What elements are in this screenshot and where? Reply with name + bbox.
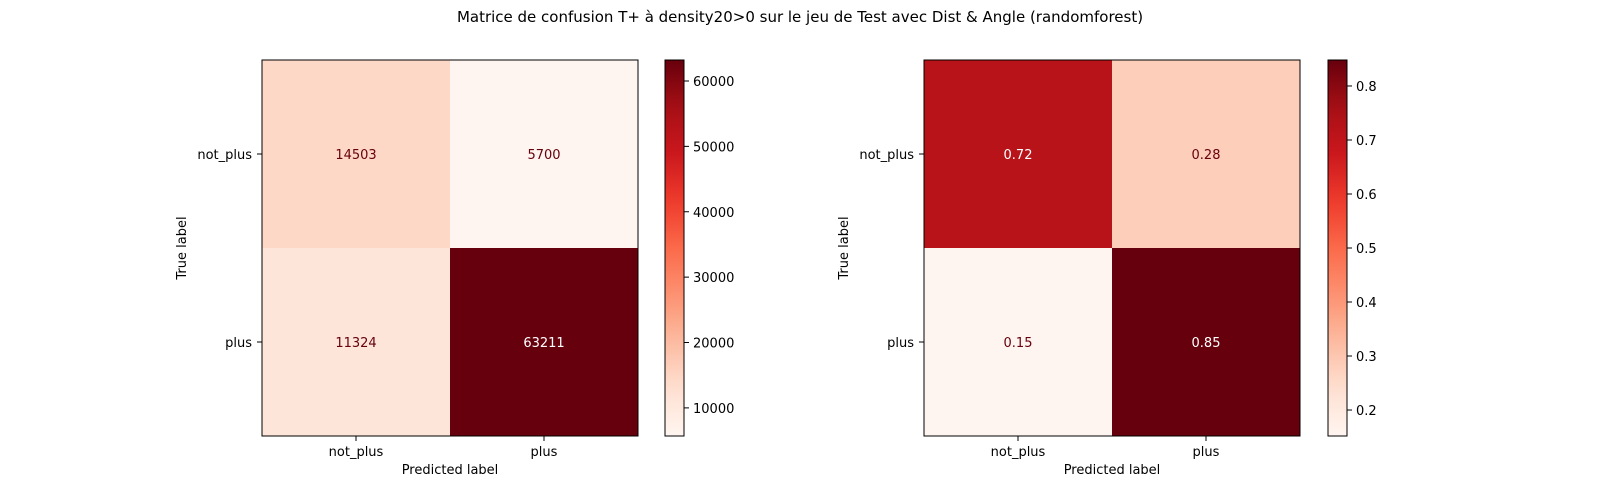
y-tick-label: not_plus xyxy=(859,148,914,163)
cell-value-label: 14503 xyxy=(335,148,376,163)
cell-value-label: 0.72 xyxy=(1004,148,1033,163)
colorbar-tick-label: 40000 xyxy=(693,206,734,221)
x-axis-label: Predicted label xyxy=(1064,463,1161,478)
matrix-cell xyxy=(1112,60,1300,248)
colorbar-tick-label: 50000 xyxy=(693,140,734,155)
x-axis-label: Predicted label xyxy=(402,463,499,478)
cell-value-label: 63211 xyxy=(523,336,564,351)
cell-value-label: 11324 xyxy=(335,336,376,351)
x-tick-label: plus xyxy=(531,445,558,460)
colorbar-tick-label: 0.4 xyxy=(1356,296,1377,311)
colorbar-tick-label: 0.6 xyxy=(1356,188,1377,203)
y-tick-label: not_plus xyxy=(197,148,252,163)
axes-frame xyxy=(923,59,1301,437)
matrix-cell xyxy=(450,60,638,248)
cell-value-label: 5700 xyxy=(527,148,560,163)
x-tick-label: not_plus xyxy=(329,445,384,460)
axes-frame xyxy=(261,59,639,437)
y-tick-label: plus xyxy=(887,336,914,351)
cell-value-label: 0.28 xyxy=(1192,148,1221,163)
y-axis-label: True label xyxy=(837,216,852,280)
matrix-cell xyxy=(262,60,450,248)
matrix-cell xyxy=(924,60,1112,248)
colorbar-tick-label: 0.3 xyxy=(1356,350,1377,365)
colorbar-tick-label: 60000 xyxy=(693,75,734,90)
colorbar xyxy=(664,59,685,437)
y-axis-label: True label xyxy=(175,216,190,280)
matrix-cell xyxy=(924,248,1112,436)
colorbar-tick-label: 30000 xyxy=(693,271,734,286)
y-tick-label: plus xyxy=(225,336,252,351)
x-tick-label: not_plus xyxy=(991,445,1046,460)
colorbar-tick-label: 10000 xyxy=(693,402,734,417)
matrix-cell xyxy=(262,248,450,436)
colorbar-tick-label: 0.5 xyxy=(1356,242,1377,257)
colorbar-tick-label: 0.7 xyxy=(1356,134,1377,149)
cell-value-label: 0.85 xyxy=(1192,336,1221,351)
colorbar-tick-label: 0.2 xyxy=(1356,404,1377,419)
x-tick-label: plus xyxy=(1193,445,1220,460)
matrix-cell xyxy=(450,248,638,436)
colorbar xyxy=(1327,59,1348,437)
cell-value-label: 0.15 xyxy=(1004,336,1033,351)
figure-title: Matrice de confusion T+ à density20>0 su… xyxy=(457,8,1143,26)
matrix-cell xyxy=(1112,248,1300,436)
colorbar-tick-label: 0.8 xyxy=(1356,80,1377,95)
colorbar-tick-label: 20000 xyxy=(693,337,734,352)
